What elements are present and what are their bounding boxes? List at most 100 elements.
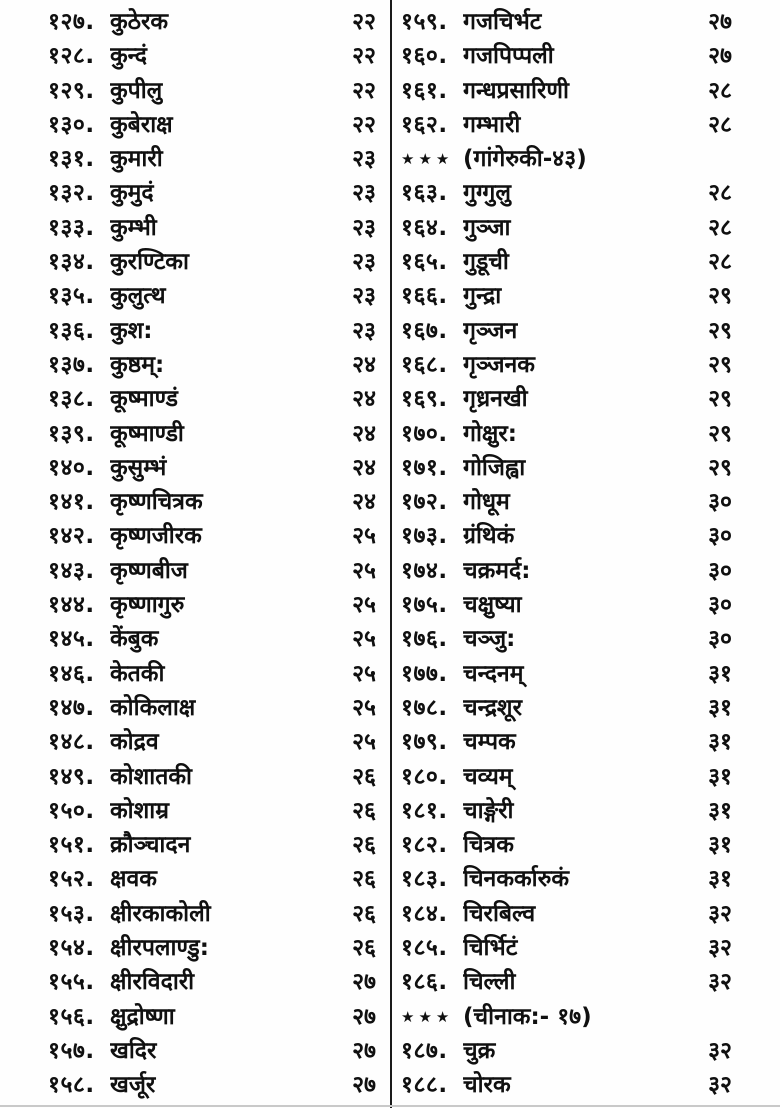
entry-page-number: २६: [352, 935, 376, 962]
index-entry-row: १६९. गृध्रनखी २९: [401, 382, 780, 416]
index-entry-row: १६०. गजपिप्पली २७: [401, 39, 780, 73]
entry-number: १३६.: [48, 317, 95, 344]
entry-number: १३९.: [48, 420, 95, 447]
index-column-right: १५९. गजचिर्भट २७ १६०. गजपिप्पली २७ १६१. गन्धप्र…: [390, 0, 780, 1108]
entry-page-number: २४: [352, 454, 376, 481]
entry-page-number: ३१: [708, 660, 732, 687]
entry-page-number: ३१: [708, 729, 732, 756]
entry-page-number: ३२: [708, 969, 732, 996]
index-cross-reference-row: ★★★ (चीनाक:- १७): [401, 1000, 780, 1034]
entry-number: १७१.: [401, 454, 448, 481]
index-cross-reference-row: ★★★ (गांगेरुकी-४३): [401, 142, 780, 176]
index-entry-row: १४४. कृष्णागुरु २५: [48, 588, 390, 622]
entry-number: १६२.: [401, 111, 448, 138]
entry-page-number: २६: [352, 763, 376, 790]
index-entry-row: १८४. चिरबिल्व ३२: [401, 897, 780, 931]
entry-page-number: ३१: [708, 763, 732, 790]
entry-name: केंबुक: [110, 626, 159, 653]
entry-name: गुन्द्रा: [463, 283, 502, 310]
entry-number: १५५.: [48, 969, 95, 996]
index-entry-row: १४२. कृष्णजीरक २५: [48, 519, 390, 553]
entry-name: चिनकर्कारुकं: [463, 866, 570, 893]
index-entry-row: १७२. गोधूम ३०: [401, 485, 780, 519]
entry-number: १७५.: [401, 592, 448, 619]
entry-number: १६५.: [401, 249, 448, 276]
entry-name: खदिर: [110, 1037, 157, 1064]
index-entry-row: १३३. कुम्भी २३: [48, 211, 390, 245]
entry-page-number: २९: [708, 420, 732, 447]
entry-page-number: ३२: [708, 935, 732, 962]
index-entry-row: १४५. केंबुक २५: [48, 622, 390, 656]
entry-page-number: २९: [708, 454, 732, 481]
index-entry-row: १३२. कुमुदं २३: [48, 176, 390, 210]
entry-name: कृष्णागुरु: [110, 592, 185, 619]
entry-name: कृष्णचित्रक: [110, 489, 203, 516]
index-entry-row: १४९. कोशातकी २६: [48, 760, 390, 794]
entry-page-number: २६: [352, 832, 376, 859]
entry-page-number: २३: [352, 283, 376, 310]
entry-name: कोशातकी: [110, 763, 192, 790]
index-entry-row: १७७. चन्दनम् ३१: [401, 657, 780, 691]
entry-page-number: २७: [708, 43, 732, 70]
index-entry-row: १५४. क्षीरपलाण्डु: २६: [48, 931, 390, 965]
index-entry-row: १६६. गुन्द्रा २९: [401, 279, 780, 313]
index-entry-row: १६८. गृञ्जनक २९: [401, 348, 780, 382]
entry-page-number: ३१: [708, 797, 732, 824]
entry-name: क्षीरकाकोली: [110, 900, 211, 927]
entry-page-number: ३२: [708, 1072, 732, 1099]
entry-number: १८३.: [401, 866, 448, 893]
entry-name: कोशाम्र: [110, 797, 169, 824]
entry-number: १७७.: [401, 660, 448, 687]
index-entry-row: १३६. कुश: २३: [48, 314, 390, 348]
entry-number: १५०.: [48, 797, 95, 824]
entry-name: चिल्ली: [463, 969, 516, 996]
entry-page-number: २२: [352, 77, 376, 104]
entry-page-number: २३: [352, 146, 376, 173]
entry-page-number: २५: [352, 626, 376, 653]
index-entry-row: १३०. कुबेराक्ष २२: [48, 108, 390, 142]
entry-page-number: २७: [352, 1072, 376, 1099]
entry-page-number: २३: [352, 214, 376, 241]
index-entry-row: १६७. गृञ्जन २९: [401, 314, 780, 348]
entry-page-number: २७: [352, 1037, 376, 1064]
entry-number: १५२.: [48, 866, 95, 893]
entry-name: क्रौञ्चादन: [110, 832, 191, 859]
index-entry-row: १८३. चिनकर्कारुकं ३१: [401, 862, 780, 896]
entry-number: १४३.: [48, 557, 95, 584]
index-column-left: १२७. कुठेरक २२ १२८. कुन्दं २२ १२९. कुपीलु २२ १३०.…: [48, 5, 390, 1099]
entry-number: १४२.: [48, 523, 95, 550]
index-entry-row: १३१. कुमारी २३: [48, 142, 390, 176]
entry-number: १५८.: [48, 1072, 95, 1099]
entry-name: गन्धप्रसारिणी: [463, 77, 570, 104]
entry-number: १४४.: [48, 592, 95, 619]
index-entry-row: १६२. गम्भारी २८: [401, 108, 780, 142]
entry-name: चञ्जु:: [463, 626, 516, 653]
entry-name: गृध्रनखी: [463, 386, 528, 413]
entry-name: चिरबिल्व: [463, 900, 536, 927]
entry-name: (चीनाक:- १७): [463, 1003, 592, 1030]
entry-number: १३३.: [48, 214, 95, 241]
entry-number: १८०.: [401, 763, 448, 790]
entry-number: १८२.: [401, 832, 448, 859]
entry-name: ग्रंथिकं: [463, 523, 515, 550]
index-entry-row: १५२. क्षवक २६: [48, 862, 390, 896]
entry-name: कुपीलु: [110, 77, 163, 104]
entry-number: १८६.: [401, 969, 448, 996]
entry-name: गृञ्जनक: [463, 351, 535, 378]
index-entry-row: १२७. कुठेरक २२: [48, 5, 390, 39]
index-entry-row: १८२. चित्रक ३१: [401, 828, 780, 862]
entry-number: १८५.: [401, 935, 448, 962]
entry-name: क्षीरपलाण्डु:: [110, 935, 209, 962]
entry-name: चुक्र: [463, 1037, 496, 1064]
entry-number: १४६.: [48, 660, 95, 687]
entry-page-number: २४: [352, 351, 376, 378]
entry-number: १३०.: [48, 111, 95, 138]
entry-number: १३७.: [48, 351, 95, 378]
index-entry-row: १७०. गोक्षुर: २९: [401, 417, 780, 451]
entry-page-number: ३०: [708, 523, 732, 550]
entry-page-number: ३१: [708, 866, 732, 893]
entry-name: कुरण्टिका: [110, 249, 189, 276]
entry-number: १५६.: [48, 1003, 95, 1030]
entry-name: चन्द्रशूर: [463, 694, 522, 721]
entry-name: कृष्णबीज: [110, 557, 188, 584]
